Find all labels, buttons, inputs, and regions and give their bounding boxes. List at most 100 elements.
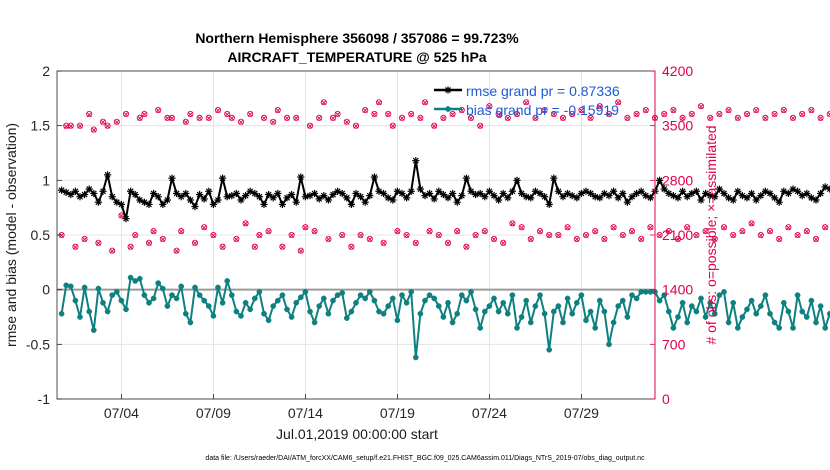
obs-possible-point	[201, 224, 208, 231]
rmse-point-stroke	[219, 175, 226, 182]
obs-assimilated-point	[611, 225, 617, 231]
obs-possible-point	[90, 126, 97, 133]
obs-possible-point	[490, 235, 498, 242]
obs-assimilated-point	[436, 232, 442, 238]
obs-assimilated-point	[187, 111, 193, 117]
obs-assimilated-stroke	[486, 104, 492, 110]
obs-assimilated-point	[197, 115, 203, 121]
obs-assimilated-point	[422, 100, 428, 106]
obs-assimilated-stroke	[325, 236, 331, 242]
rmse-point-stroke	[468, 188, 474, 195]
rmse-point	[94, 198, 102, 206]
rmse-point-stroke	[518, 190, 525, 197]
rmse-point	[292, 198, 300, 206]
obs-assimilated-point	[767, 228, 773, 235]
rmse-point-stroke	[132, 191, 139, 198]
obs-possible-point	[421, 99, 429, 106]
obs-assimilated-stroke	[367, 236, 373, 242]
obs-possible-point	[587, 114, 594, 121]
obs-assimilated-stroke	[82, 236, 88, 242]
obs-assimilated-stroke	[109, 248, 115, 254]
rmse-point	[545, 200, 553, 208]
rmse-point-stroke	[316, 195, 323, 202]
rmse-point	[619, 189, 627, 198]
obs-possible-point	[380, 239, 387, 246]
obs-assimilated-stroke	[169, 115, 175, 121]
bias-point	[173, 295, 180, 302]
obs-possible-point	[679, 114, 686, 121]
obs-assimilated-point	[505, 115, 511, 121]
rmse-point	[347, 200, 355, 208]
obs-possible-point	[385, 110, 392, 118]
rmse-point-stroke	[288, 191, 295, 198]
rmse-point-stroke	[210, 201, 217, 208]
obs-assimilated-stroke	[132, 232, 138, 238]
bias-point	[748, 297, 755, 304]
obs-possible-point	[283, 114, 291, 121]
obs-assimilated-stroke	[560, 115, 566, 121]
obs-assimilated-stroke	[689, 111, 695, 117]
obs-possible-point	[472, 231, 479, 239]
bias-point	[509, 292, 516, 298]
obs-assimilated-point	[238, 119, 244, 125]
rmse-point-stroke	[136, 197, 143, 203]
obs-assimilated-stroke	[155, 107, 161, 113]
bias-point	[771, 319, 778, 326]
rmse-point	[656, 176, 664, 184]
obs-possible-point	[513, 110, 521, 118]
right-y-tick-label: 3500	[662, 118, 693, 134]
rmse-point	[278, 200, 286, 208]
bias-point	[803, 314, 810, 320]
bias-point	[808, 297, 815, 304]
rmse-point	[173, 189, 181, 198]
right-y-tick-label: 2800	[662, 172, 693, 188]
rmse-point-stroke	[417, 186, 424, 193]
obs-assimilated-point	[583, 232, 589, 238]
rmse-point-stroke	[118, 201, 125, 208]
obs-assimilated-point	[735, 115, 741, 121]
obs-assimilated-point	[601, 236, 607, 242]
obs-possible-point	[339, 231, 346, 239]
bias-point	[454, 310, 461, 317]
obs-assimilated-point	[63, 123, 69, 129]
bias-point	[224, 278, 231, 284]
obs-assimilated-stroke	[707, 115, 713, 121]
obs-assimilated-stroke	[151, 228, 157, 235]
bias-point	[500, 299, 507, 306]
obs-assimilated-stroke	[330, 115, 336, 121]
obs-assimilated-point	[91, 127, 97, 133]
obs-possible-point	[141, 110, 148, 118]
obs-possible-point	[237, 118, 245, 125]
obs-assimilated-point	[118, 213, 124, 219]
rmse-point	[646, 194, 654, 202]
obs-assimilated-point	[330, 115, 336, 121]
rmse-point-stroke	[813, 197, 819, 203]
obs-assimilated-stroke	[404, 232, 410, 238]
obs-assimilated-point	[707, 115, 713, 121]
rmse-point-stroke	[233, 190, 240, 197]
bias-point	[132, 278, 139, 284]
obs-assimilated-stroke	[390, 123, 396, 129]
x-tick-label: 07/04	[104, 405, 139, 421]
rmse-point-stroke	[251, 190, 258, 197]
obs-possible-point	[711, 235, 718, 242]
rmse-point-stroke	[504, 194, 511, 201]
obs-assimilated-stroke	[100, 119, 106, 125]
rmse-point	[182, 189, 190, 198]
obs-assimilated-stroke	[123, 111, 129, 117]
obs-assimilated-point	[192, 240, 198, 246]
obs-assimilated-point	[427, 228, 433, 235]
obs-assimilated-stroke	[197, 115, 203, 121]
data-file-footnote: data file: /Users/raeder/DAI/ATM_forcXX/…	[205, 455, 645, 462]
obs-assimilated-point	[339, 232, 345, 238]
rmse-point-stroke	[399, 190, 405, 197]
obs-assimilated-point	[408, 111, 414, 117]
rmse-point	[242, 192, 250, 200]
obs-assimilated-stroke	[822, 225, 828, 231]
rmse-point	[623, 198, 631, 206]
rmse-point-stroke	[343, 194, 350, 201]
obs-possible-point	[789, 114, 797, 121]
obs-possible-point	[412, 239, 419, 246]
bias-point	[77, 314, 83, 320]
rmse-point-stroke	[725, 194, 732, 201]
